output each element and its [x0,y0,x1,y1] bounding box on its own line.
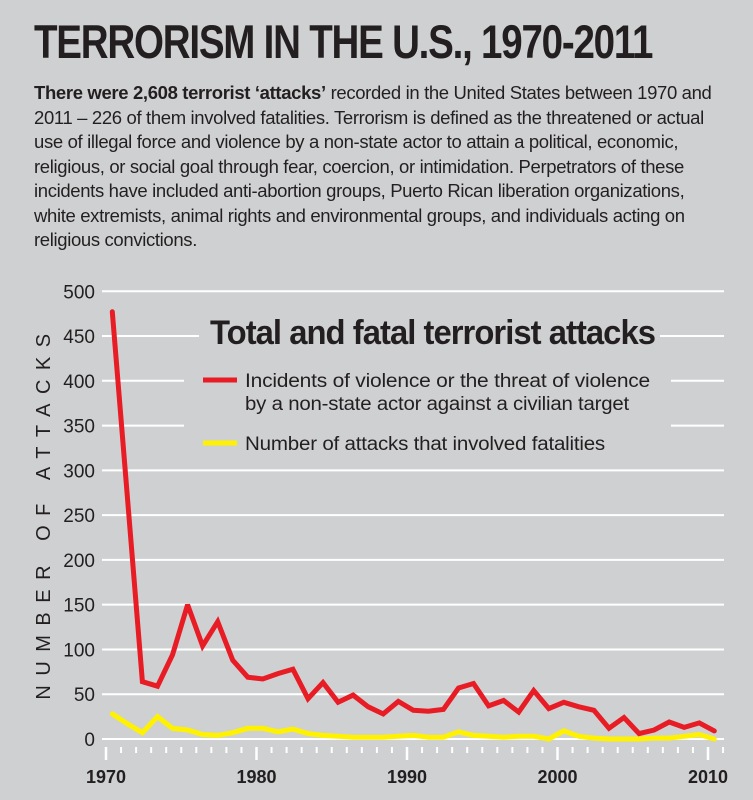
x-tick-label: 2000 [537,767,577,787]
page-title: TERRORISM IN THE U.S., 1970-2011 [34,15,653,68]
x-tick-label: 1990 [387,767,427,787]
y-tick-label: 100 [63,640,95,661]
series-line-total-attacks [109,309,717,737]
x-tick-label: 2010 [688,767,728,787]
y-tick-label: 150 [63,596,95,617]
intro-paragraph: There were 2,608 terrorist ‘attacks’ rec… [34,81,724,253]
y-tick-label: 200 [63,551,95,572]
intro-body: recorded in the United States between 19… [34,82,712,250]
x-tick-label: 1970 [86,767,126,787]
y-axis-title: NUMBER OF ATTACKS [33,324,55,699]
y-tick-label: 450 [63,327,95,348]
series-layer [109,309,717,742]
series-line-fatal-attacks [109,711,717,742]
y-tick-label: 0 [84,730,95,751]
y-tick-labels: 0 50 100 150 200 250 300 350 400 450 500 [63,282,95,751]
legend-label-total-line2: by a non-state actor against a civilian … [245,394,630,415]
legend: Total and fatal terrorist attacks Incide… [203,314,656,455]
y-tick-label: 350 [63,417,95,438]
y-tick-label: 250 [63,506,95,527]
y-tick-label: 300 [63,461,95,482]
y-tick-label: 50 [74,685,95,706]
x-tick-label: 1980 [236,767,276,787]
legend-title: Total and fatal terrorist attacks [210,314,655,352]
y-tick-label: 400 [63,372,95,393]
legend-label-total-line1: Incidents of violence or the threat of v… [245,371,650,392]
intro-lead: There were 2,608 terrorist ‘attacks’ [34,82,326,103]
y-tick-label: 500 [63,282,95,303]
x-axis: 1970 1980 1990 2000 2010 [86,747,728,787]
legend-label-fatal: Number of attacks that involved fataliti… [245,434,605,455]
grid-layer [102,290,724,740]
